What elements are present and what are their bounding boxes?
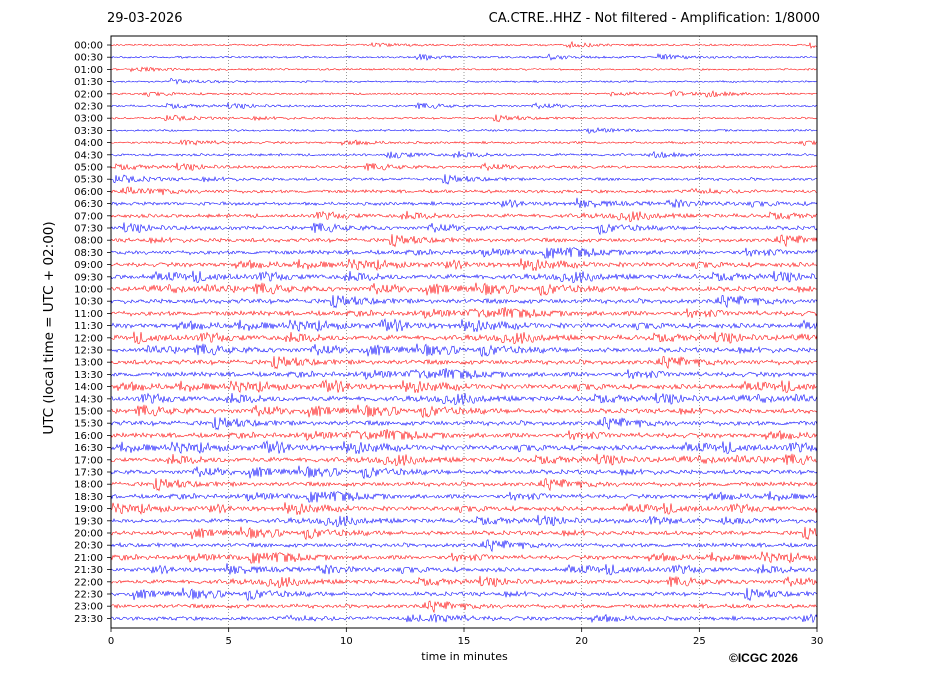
trace-1730 xyxy=(110,465,818,480)
y-tick-label: 12:00 xyxy=(74,333,103,344)
x-tick-label: 10 xyxy=(340,636,353,647)
y-tick-label: 15:00 xyxy=(74,407,103,418)
trace-2100 xyxy=(110,551,818,564)
y-tick-label: 17:00 xyxy=(74,455,103,466)
x-axis: 0 5 10 15 20 25 30 xyxy=(108,628,824,647)
x-tick-label: 25 xyxy=(693,636,706,647)
y-tick-label: 04:00 xyxy=(74,138,103,149)
trace-1000 xyxy=(110,282,818,297)
y-tick-label: 20:00 xyxy=(74,529,103,540)
y-tick-label: 19:30 xyxy=(74,516,103,527)
trace-0400 xyxy=(110,139,818,146)
y-tick-label: 01:30 xyxy=(74,77,103,88)
y-tick-label: 07:30 xyxy=(74,224,103,235)
y-tick-label: 06:00 xyxy=(74,187,103,198)
trace-0430 xyxy=(110,150,818,159)
y-tick-label: 22:00 xyxy=(74,577,103,588)
y-tick-label: 18:30 xyxy=(74,492,103,503)
y-tick-label: 23:30 xyxy=(74,614,103,625)
y-tick-label: 02:00 xyxy=(74,89,103,100)
y-tick-label: 05:00 xyxy=(74,163,103,174)
y-tick-label: 21:00 xyxy=(74,553,103,564)
y-tick-label: 14:00 xyxy=(74,382,103,393)
y-tick-label: 01:00 xyxy=(74,65,103,76)
y-tick-label: 11:30 xyxy=(74,321,103,332)
y-tick-label: 23:00 xyxy=(74,602,103,613)
plot-frame xyxy=(110,35,818,629)
y-tick-label: 18:00 xyxy=(74,480,103,491)
y-axis-label-text: UTC (local time = UTC + 02:00) xyxy=(41,221,57,435)
trace-0500 xyxy=(110,162,818,172)
trace-layer xyxy=(110,40,818,624)
x-tick-label: 5 xyxy=(225,636,231,647)
trace-0530 xyxy=(110,174,818,185)
y-tick-label: 14:30 xyxy=(74,394,103,405)
y-tick-label: 12:30 xyxy=(74,346,103,357)
trace-1230 xyxy=(110,343,818,358)
y-tick-label: 16:00 xyxy=(74,431,103,442)
y-tick-label: 15:30 xyxy=(74,419,103,430)
y-tick-label: 08:30 xyxy=(74,248,103,259)
x-tick-label: 30 xyxy=(811,636,824,647)
x-tick-label: 15 xyxy=(458,636,471,647)
trace-2030 xyxy=(110,539,818,553)
y-tick-label: 05:30 xyxy=(74,175,103,186)
copyright-label: ©ICGC 2026 xyxy=(729,651,798,665)
y-tick-label: 17:30 xyxy=(74,468,103,479)
trace-0600 xyxy=(110,186,818,196)
y-tick-label: 20:30 xyxy=(74,541,103,552)
y-tick-label: 11:00 xyxy=(74,309,103,320)
trace-0630 xyxy=(110,197,818,209)
y-tick-label: 00:30 xyxy=(74,53,103,64)
y-tick-label: 03:00 xyxy=(74,114,103,125)
trace-1630 xyxy=(110,440,818,454)
y-tick-label: 04:30 xyxy=(74,150,103,161)
y-tick-label: 22:30 xyxy=(74,590,103,601)
y-tick-label: 10:30 xyxy=(74,297,103,308)
y-tick-label: 13:30 xyxy=(74,370,103,381)
y-tick-label: 06:30 xyxy=(74,199,103,210)
trace-1300 xyxy=(110,355,818,370)
y-tick-label: 10:00 xyxy=(74,285,103,296)
y-tick-label: 00:00 xyxy=(74,41,103,52)
y-tick-label: 09:00 xyxy=(74,260,103,271)
y-tick-label: 07:00 xyxy=(74,211,103,222)
x-tick-label: 0 xyxy=(108,636,114,647)
chart-date-label: 29-03-2026 xyxy=(107,11,183,26)
y-tick-label: 02:30 xyxy=(74,102,103,113)
grid-layer xyxy=(228,36,700,628)
trace-0700 xyxy=(110,210,818,223)
y-tick-label: 03:30 xyxy=(74,126,103,137)
y-tick-label: 16:30 xyxy=(74,443,103,454)
x-axis-label: time in minutes xyxy=(421,650,508,663)
y-tick-label: 21:30 xyxy=(74,565,103,576)
y-tick-label: 19:00 xyxy=(74,504,103,515)
y-tick-label: 13:00 xyxy=(74,358,103,369)
y-tick-label: 08:00 xyxy=(74,236,103,247)
y-tick-label: 09:30 xyxy=(74,272,103,283)
x-tick-label: 20 xyxy=(575,636,588,647)
trace-1830 xyxy=(110,491,818,503)
chart-title: CA.CTRE..HHZ - Not filtered - Amplificat… xyxy=(488,11,820,26)
